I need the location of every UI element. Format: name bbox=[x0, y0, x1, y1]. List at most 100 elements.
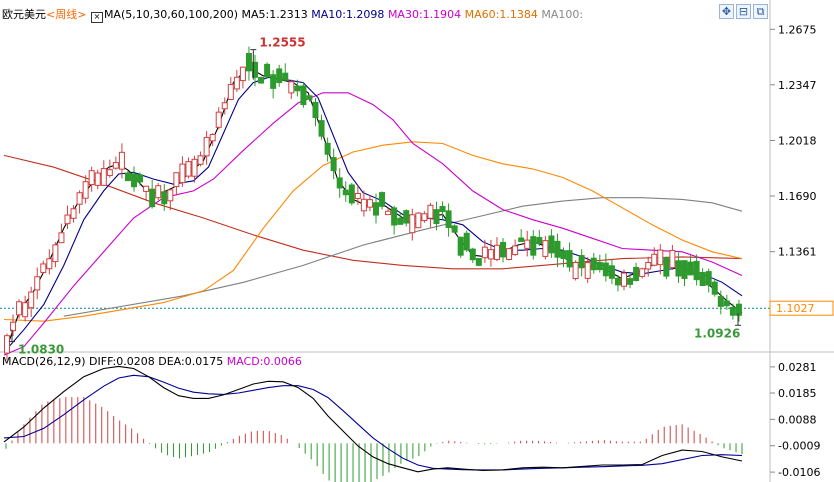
candle-up bbox=[385, 210, 392, 216]
low-price-label: 1.0830 bbox=[18, 343, 64, 357]
macd-legend: MACD(26,12,9) DIFF:0.0208 DEA:0.0175 MAC… bbox=[2, 355, 302, 368]
candle-up bbox=[366, 199, 373, 208]
candle-down bbox=[627, 278, 634, 285]
candle-up bbox=[651, 253, 658, 266]
candle-up bbox=[197, 155, 204, 165]
candle-down bbox=[439, 205, 446, 212]
candle-up bbox=[118, 151, 125, 170]
candle-down bbox=[614, 277, 621, 286]
candle-up bbox=[360, 198, 367, 212]
restore-icon[interactable]: ⧉ bbox=[753, 4, 768, 19]
candle-down bbox=[318, 120, 325, 137]
candle-down bbox=[336, 177, 343, 189]
candle-down bbox=[397, 217, 404, 225]
macd-params: MACD(26,12,9) bbox=[2, 355, 86, 368]
macd-tick-label: -0.0009 bbox=[778, 440, 820, 453]
current-price-label: 1.1027 bbox=[776, 302, 815, 315]
candle-down bbox=[705, 271, 712, 286]
candle-down bbox=[391, 207, 398, 226]
dea-value: DEA:0.0175 bbox=[158, 355, 224, 368]
symbol-label: 欧元美元 bbox=[2, 8, 46, 21]
candle-down bbox=[264, 63, 271, 78]
candle-up bbox=[100, 168, 107, 186]
candle-up bbox=[524, 239, 531, 249]
candle-up bbox=[28, 291, 35, 309]
ma-toggle-icon[interactable]: × bbox=[90, 12, 103, 23]
candle-down bbox=[137, 174, 144, 183]
candle-down bbox=[294, 85, 301, 92]
candle-up bbox=[94, 172, 101, 186]
price-tick-label: 1.2018 bbox=[778, 134, 817, 147]
candle-down bbox=[723, 300, 730, 307]
candle-up bbox=[221, 102, 228, 110]
candle-up bbox=[173, 172, 180, 188]
candle-down bbox=[687, 261, 694, 276]
candle-down bbox=[548, 235, 555, 254]
candle-up bbox=[645, 262, 652, 270]
price-tick-label: 1.2675 bbox=[778, 23, 817, 36]
candle-down bbox=[258, 77, 265, 84]
candle-down bbox=[699, 272, 706, 286]
candle-up bbox=[16, 301, 23, 316]
candle-down bbox=[252, 61, 259, 78]
candle-up bbox=[415, 212, 422, 229]
candle-up bbox=[64, 214, 71, 225]
candle-up bbox=[542, 240, 549, 257]
period-label[interactable]: <周线> bbox=[46, 8, 87, 21]
collapse-icon[interactable]: ⊟ bbox=[736, 4, 751, 19]
candle-down bbox=[124, 172, 131, 182]
candle-up bbox=[70, 208, 77, 219]
candle-up bbox=[233, 76, 240, 90]
candle-down bbox=[372, 202, 379, 216]
ma100-value: MA100: bbox=[541, 8, 584, 21]
candle-down bbox=[403, 210, 410, 224]
candle-down bbox=[530, 236, 537, 256]
candle-up bbox=[209, 133, 216, 142]
ma5-value: MA5:1.2313 bbox=[241, 8, 308, 21]
price-tick-label: 1.1361 bbox=[778, 246, 817, 259]
candle-up bbox=[22, 302, 29, 318]
candle-down bbox=[608, 265, 615, 279]
candle-down bbox=[312, 101, 319, 119]
candle-up bbox=[76, 192, 83, 205]
candle-down bbox=[245, 53, 252, 72]
candle-up bbox=[46, 258, 53, 270]
macd-tick-label: 0.0088 bbox=[778, 413, 817, 426]
macd-tick-label: 0.0281 bbox=[778, 361, 817, 374]
candle-up bbox=[191, 158, 198, 177]
candle-up bbox=[40, 263, 47, 273]
candle-down bbox=[276, 68, 283, 84]
ma200-line bbox=[3, 154, 743, 270]
candle-up bbox=[493, 244, 500, 260]
candle-up bbox=[288, 81, 295, 94]
candle-up bbox=[203, 136, 210, 157]
candle-up bbox=[179, 163, 186, 184]
candle-down bbox=[693, 260, 700, 281]
candle-down bbox=[500, 241, 507, 258]
candle-down bbox=[330, 157, 337, 172]
candle-up bbox=[487, 249, 494, 260]
candle-up bbox=[572, 262, 579, 280]
candle-up bbox=[506, 248, 513, 261]
candle-up bbox=[155, 185, 162, 199]
candle-down bbox=[681, 260, 688, 280]
diff-value: DIFF:0.0208 bbox=[89, 355, 155, 368]
price-tick-label: 1.1690 bbox=[778, 190, 817, 203]
candle-down bbox=[463, 232, 470, 251]
candle-down bbox=[475, 258, 482, 266]
candle-down bbox=[149, 188, 156, 208]
candle-up bbox=[657, 249, 664, 266]
candle-up bbox=[58, 232, 65, 244]
candle-down bbox=[560, 250, 567, 259]
main-legend: 欧元美元<周线> × MA(5,10,30,60,100,200) MA5:1.2… bbox=[2, 6, 583, 23]
candle-down bbox=[445, 210, 452, 228]
move-icon[interactable]: ✥ bbox=[719, 4, 734, 19]
macd-tick-label: 0.0185 bbox=[778, 387, 817, 400]
candle-up bbox=[10, 321, 17, 332]
candle-up bbox=[621, 272, 628, 287]
candle-down bbox=[729, 306, 736, 316]
ma-params: MA(5,10,30,60,100,200) bbox=[103, 8, 238, 21]
candle-up bbox=[52, 244, 59, 263]
candle-down bbox=[735, 303, 742, 316]
